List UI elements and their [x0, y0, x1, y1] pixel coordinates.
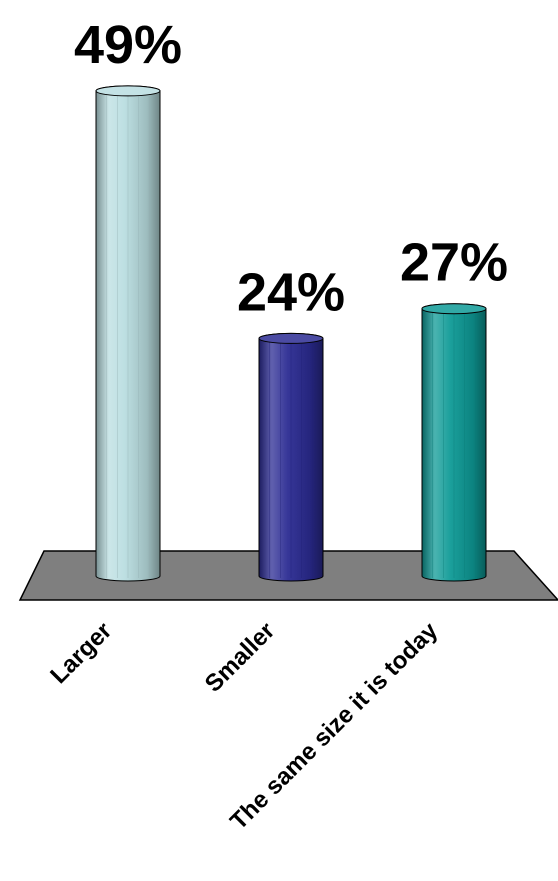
bar-larger — [95, 85, 161, 582]
data-label: 49% — [74, 15, 182, 75]
bar-top-cap — [258, 332, 324, 344]
bar-the-same-size-it-is-today — [421, 303, 487, 582]
data-label: 24% — [237, 262, 345, 322]
bars-layer — [95, 85, 487, 582]
data-label: 27% — [400, 233, 508, 293]
category-label: Larger — [45, 617, 117, 689]
category-label: Smaller — [200, 617, 280, 697]
bar-top-cap — [95, 85, 161, 97]
bar-top-cap — [421, 303, 487, 315]
bar-smaller — [258, 332, 324, 582]
